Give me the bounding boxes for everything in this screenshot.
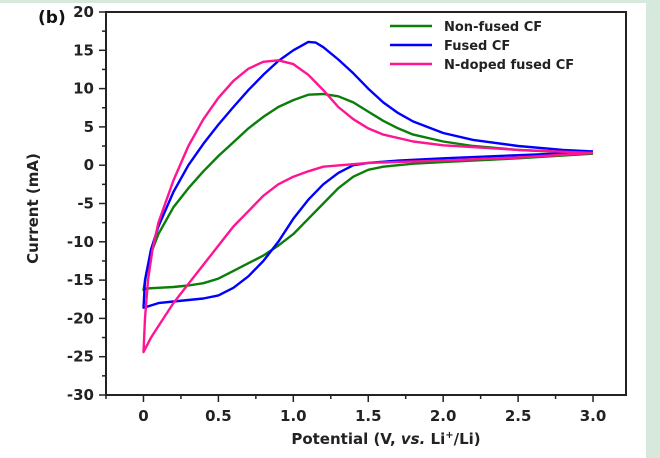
cv-chart: (b) 0 0.5 1.0 1.5 2.0 2.5 3.0 20 15 10 5 0 -5 -10 -15… bbox=[24, 3, 627, 448]
figure-panel: (b) 0 0.5 1.0 1.5 2.0 2.5 3.0 20 15 10 5 0 -5 -10 -15… bbox=[0, 3, 646, 458]
y-tick-label: 20 bbox=[73, 3, 94, 21]
series-line-n-doped-fused-cf bbox=[142, 59, 594, 354]
x-tick-label: 2.0 bbox=[430, 407, 457, 425]
y-tick-label: 15 bbox=[73, 41, 94, 59]
x-tick-label: 0 bbox=[138, 407, 148, 425]
y-tick-label: -10 bbox=[67, 233, 94, 251]
series-line-non-fused-cf bbox=[142, 92, 594, 292]
series-layer bbox=[142, 40, 594, 354]
y-tick-label: -15 bbox=[67, 271, 94, 289]
y-tick-label: -30 bbox=[67, 386, 94, 404]
x-tick-label: 1.0 bbox=[280, 407, 307, 425]
legend: Non-fused CF Fused CF N-doped fused CF bbox=[390, 20, 574, 73]
y-tick-label: -5 bbox=[77, 195, 94, 213]
x-tick-label: 1.5 bbox=[355, 407, 382, 425]
y-tick-label: 5 bbox=[84, 118, 94, 136]
y-axis: 20 15 10 5 0 -5 -10 -15 -20 -25 -30 bbox=[67, 3, 106, 404]
y-tick-label: 10 bbox=[73, 80, 94, 98]
x-tick-label: 3.0 bbox=[580, 407, 607, 425]
legend-label: Non-fused CF bbox=[444, 20, 542, 35]
y-tick-label: 0 bbox=[84, 156, 94, 174]
x-axis: 0 0.5 1.0 1.5 2.0 2.5 3.0 bbox=[105, 395, 607, 425]
legend-label: Fused CF bbox=[444, 39, 510, 54]
y-tick-label: -20 bbox=[67, 309, 94, 327]
x-tick-label: 2.5 bbox=[505, 407, 532, 425]
x-tick-label: 0.5 bbox=[205, 407, 232, 425]
legend-label: N-doped fused CF bbox=[444, 58, 574, 73]
y-tick-label: -25 bbox=[67, 348, 94, 366]
x-axis-title: Potential (V, vs. Li+/Li) bbox=[291, 430, 480, 448]
panel-label: (b) bbox=[38, 8, 66, 28]
series-line-fused-cf bbox=[142, 40, 594, 309]
y-axis-title: Current (mA) bbox=[24, 153, 42, 264]
